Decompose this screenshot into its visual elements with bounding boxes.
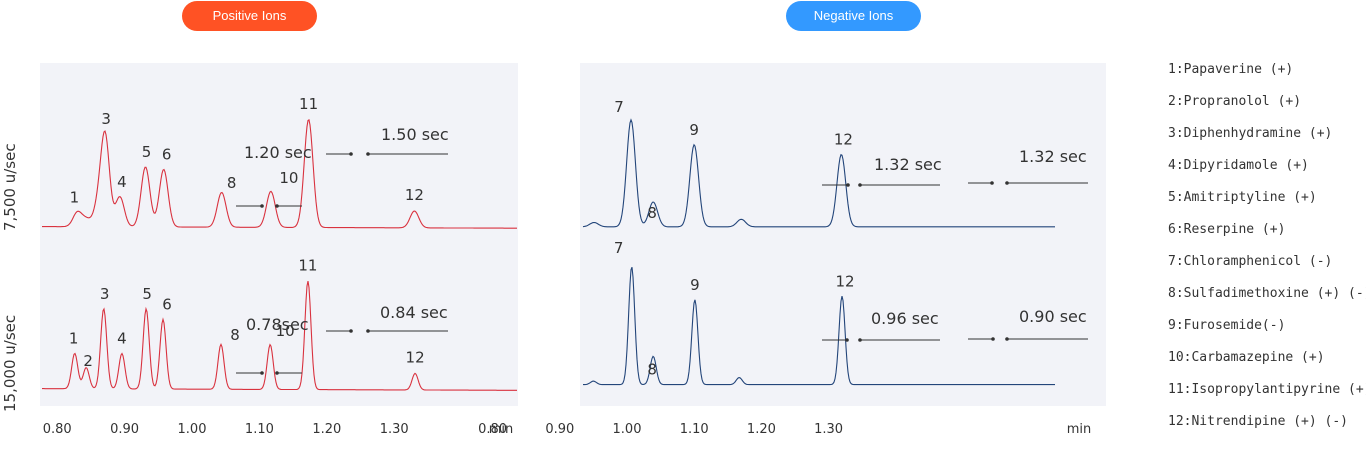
x-tick-label: 1.10 (245, 422, 274, 437)
x-tick-label: 1.10 (680, 422, 709, 437)
peak-label: 1 (70, 189, 80, 207)
width-arrow-head (858, 183, 862, 187)
peak-width-annotation: 1.50 sec (381, 125, 449, 144)
legend-item: 8:Sulfadimethoxine (+) (-) (1168, 286, 1366, 301)
width-arrow-head (275, 371, 279, 375)
width-arrow-head (990, 181, 994, 185)
peak-label: 4 (117, 330, 127, 348)
peak-label: 10 (279, 169, 298, 187)
legend-item: 1:Papaverine (+) (1168, 62, 1294, 77)
peak-label: 9 (689, 121, 699, 139)
width-arrow-head (260, 371, 264, 375)
peak-label: 1 (69, 330, 79, 348)
peak-label: 8 (230, 326, 240, 344)
peak-width-annotation: 1.20 sec (244, 143, 312, 162)
trace-line (42, 119, 517, 229)
x-tick-label: 0.90 (110, 422, 139, 437)
peak-label: 8 (647, 204, 657, 222)
x-tick-label: 1.20 (312, 422, 341, 437)
width-arrow-head (349, 329, 353, 333)
x-tick-label: 1.00 (613, 422, 642, 437)
peak-label: 9 (690, 276, 700, 294)
x-axis-unit: min (489, 422, 514, 437)
legend-item: 7:Chloramphenicol (-) (1168, 254, 1333, 269)
peak-width-annotation: 0.96 sec (871, 309, 939, 328)
width-arrow-head (366, 152, 370, 156)
width-arrow-head (260, 204, 264, 208)
width-arrow-head (275, 204, 279, 208)
x-tick-label: 1.30 (380, 422, 409, 437)
peak-width-annotation: 0.84 sec (380, 303, 448, 322)
peak-label: 8 (227, 174, 237, 192)
peak-label: 12 (405, 186, 424, 204)
width-arrow-head (366, 329, 370, 333)
width-arrow-head (991, 337, 995, 341)
x-tick-label: 1.30 (814, 422, 843, 437)
legend-item: 12:Nitrendipine (+) (-) (1168, 414, 1349, 429)
legend-item: 6:Reserpine (+) (1168, 222, 1286, 237)
negative-ions-panel (580, 63, 1106, 406)
trace-line (42, 280, 517, 391)
peak-label: 7 (614, 239, 624, 257)
legend-item: 10:Carbamazepine (+) (1168, 350, 1325, 365)
peak-label: 11 (298, 256, 317, 274)
x-axis-unit: min (1067, 422, 1092, 437)
peak-label: 12 (834, 131, 853, 149)
width-arrow-head (349, 152, 353, 156)
peak-width-annotation: 0.90 sec (1019, 307, 1087, 326)
peak-label: 2 (83, 352, 93, 370)
peak-label: 8 (647, 361, 657, 379)
x-tick-label: 0.90 (545, 422, 574, 437)
peak-label: 11 (299, 95, 318, 113)
peak-label: 12 (835, 273, 854, 291)
width-arrow-head (858, 338, 862, 342)
legend-item: 9:Furosemide(-) (1168, 318, 1286, 333)
width-arrow-head (1005, 181, 1009, 185)
peak-label: 10 (276, 322, 295, 340)
peak-label: 3 (100, 285, 110, 303)
width-arrow-head (1005, 337, 1009, 341)
x-tick-label: 0.80 (43, 422, 72, 437)
width-arrow-head (846, 183, 850, 187)
legend-item: 5:Amitriptyline (+) (1168, 190, 1317, 205)
width-arrow-head (845, 338, 849, 342)
peak-label: 3 (101, 110, 111, 128)
peak-width-annotation: 1.32 sec (874, 155, 942, 174)
peak-label: 12 (406, 349, 425, 367)
trace-line (583, 267, 1055, 386)
legend-item: 4:Dipyridamole (+) (1168, 158, 1309, 173)
peak-label: 6 (162, 295, 172, 313)
trace-line (582, 118, 1055, 228)
positive-ions-panel (40, 63, 518, 406)
peak-label: 5 (142, 285, 152, 303)
x-tick-label: 1.00 (178, 422, 207, 437)
peak-width-annotation: 1.32 sec (1019, 147, 1087, 166)
peak-width-annotation: 0.78sec (246, 315, 309, 334)
legend-item: 2:Propranolol (+) (1168, 94, 1302, 109)
x-tick-label: 0.80 (478, 422, 507, 437)
peak-label: 5 (142, 143, 152, 161)
positive-ions-badge: Positive Ions (182, 1, 317, 31)
legend-item: 3:Diphenhydramine (+) (1168, 126, 1333, 141)
peak-label: 7 (614, 98, 624, 116)
peak-label: 6 (162, 145, 172, 163)
legend-item: 11:Isopropylantipyrine (+) (1168, 382, 1366, 397)
peak-label: 4 (117, 173, 127, 191)
compound-legend: 1:Papaverine (+) 2:Propranolol (+) 3:Dip… (1168, 58, 1366, 442)
negative-ions-badge: Negative Ions (786, 1, 921, 31)
x-tick-label: 1.20 (747, 422, 776, 437)
